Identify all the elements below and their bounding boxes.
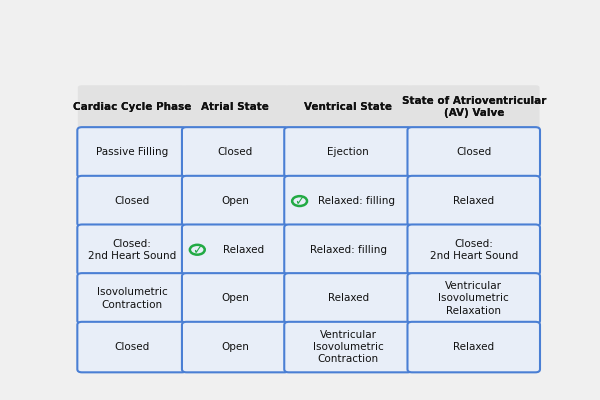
FancyBboxPatch shape <box>182 176 289 226</box>
FancyBboxPatch shape <box>407 176 540 226</box>
Text: Open: Open <box>221 342 250 352</box>
Text: ✓: ✓ <box>192 244 203 257</box>
Text: State of Atrioventricular
(AV) Valve: State of Atrioventricular (AV) Valve <box>401 96 546 118</box>
Text: Ventricular
Isovolumetric
Contraction: Ventricular Isovolumetric Contraction <box>313 330 383 364</box>
Text: Ventricular
Isovolumetric
Relaxation: Ventricular Isovolumetric Relaxation <box>439 281 509 316</box>
FancyBboxPatch shape <box>77 273 187 324</box>
Text: Relaxed: Relaxed <box>453 196 494 206</box>
Text: Atrial State: Atrial State <box>202 102 269 112</box>
Text: Passive Filling: Passive Filling <box>96 148 168 158</box>
FancyBboxPatch shape <box>407 127 540 178</box>
FancyBboxPatch shape <box>77 127 187 178</box>
FancyBboxPatch shape <box>284 224 412 275</box>
Text: Closed:
2nd Heart Sound: Closed: 2nd Heart Sound <box>430 238 518 261</box>
Text: Relaxed: filling: Relaxed: filling <box>318 196 395 206</box>
Text: Closed: Closed <box>115 196 149 206</box>
FancyBboxPatch shape <box>182 322 289 372</box>
Text: Relaxed: Relaxed <box>328 294 369 304</box>
Text: Closed: Closed <box>456 148 491 158</box>
Text: Relaxed: Relaxed <box>453 342 494 352</box>
FancyBboxPatch shape <box>408 85 539 129</box>
FancyBboxPatch shape <box>77 176 187 226</box>
Text: Closed:
2nd Heart Sound: Closed: 2nd Heart Sound <box>88 238 176 261</box>
Text: Closed: Closed <box>218 148 253 158</box>
FancyBboxPatch shape <box>407 273 540 324</box>
FancyBboxPatch shape <box>285 85 412 129</box>
FancyBboxPatch shape <box>407 224 540 275</box>
Text: Ejection: Ejection <box>328 148 369 158</box>
FancyBboxPatch shape <box>77 224 187 275</box>
FancyBboxPatch shape <box>284 273 412 324</box>
Text: Cardiac Cycle Phase: Cardiac Cycle Phase <box>73 102 191 112</box>
Text: Relaxed: Relaxed <box>223 245 265 255</box>
FancyBboxPatch shape <box>284 322 412 372</box>
FancyBboxPatch shape <box>284 127 412 178</box>
FancyBboxPatch shape <box>78 85 186 129</box>
Text: Isovolumetric
Contraction: Isovolumetric Contraction <box>97 287 167 310</box>
Text: Open: Open <box>221 294 250 304</box>
FancyBboxPatch shape <box>284 176 412 226</box>
Text: ✓: ✓ <box>295 195 305 208</box>
Text: Ventrical State: Ventrical State <box>304 102 392 112</box>
FancyBboxPatch shape <box>182 85 289 129</box>
Text: Relaxed: filling: Relaxed: filling <box>310 245 386 255</box>
FancyBboxPatch shape <box>407 322 540 372</box>
FancyBboxPatch shape <box>77 322 187 372</box>
Text: Atrial State: Atrial State <box>202 102 269 112</box>
Text: Ventrical State: Ventrical State <box>304 102 392 112</box>
Text: Open: Open <box>221 196 250 206</box>
FancyBboxPatch shape <box>182 127 289 178</box>
Text: Closed: Closed <box>115 342 149 352</box>
FancyBboxPatch shape <box>182 273 289 324</box>
Text: State of Atrioventricular
(AV) Valve: State of Atrioventricular (AV) Valve <box>401 96 546 118</box>
Text: Cardiac Cycle Phase: Cardiac Cycle Phase <box>73 102 191 112</box>
FancyBboxPatch shape <box>182 224 289 275</box>
